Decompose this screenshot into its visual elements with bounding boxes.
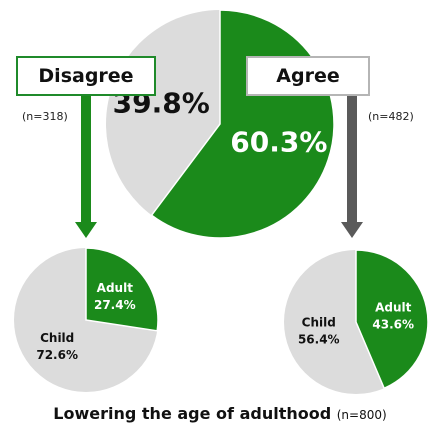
agree-label-box: Agree xyxy=(246,56,370,96)
agree-label: Agree xyxy=(276,65,340,87)
main-pie-label-agree: 60.3% xyxy=(230,126,327,159)
disagree-pie-cat-child: Child xyxy=(40,331,74,345)
agree-pie-value-adult: 43.6% xyxy=(372,317,414,331)
n-agree-label: (n=482) xyxy=(368,110,414,123)
footer-title: Lowering the age of adulthood xyxy=(53,404,332,423)
agree-pie-slice-adult xyxy=(355,249,429,390)
disagree-pie-cat-adult: Adult xyxy=(97,281,134,295)
agree-pie-value-child: 56.4% xyxy=(298,333,340,347)
disagree-pie-value-adult: 27.4% xyxy=(94,298,136,312)
n-disagree-label: (n=318) xyxy=(22,110,68,123)
disagree-arrow-head xyxy=(75,222,97,238)
agree-arrow-head xyxy=(341,222,363,238)
chart-footer: Lowering the age of adulthood (n=800) xyxy=(0,404,440,423)
disagree-arrow-shaft xyxy=(81,96,91,224)
footer-n: (n=800) xyxy=(336,408,387,422)
disagree-label: Disagree xyxy=(38,65,134,87)
agree-pie-cat-child: Child xyxy=(302,316,336,330)
disagree-pie-slice-adult xyxy=(85,247,159,332)
agree-pie-cat-adult: Adult xyxy=(375,300,412,314)
disagree-pie-value-child: 72.6% xyxy=(36,348,78,362)
agree-arrow-shaft xyxy=(347,96,357,224)
disagree-label-box: Disagree xyxy=(16,56,156,96)
